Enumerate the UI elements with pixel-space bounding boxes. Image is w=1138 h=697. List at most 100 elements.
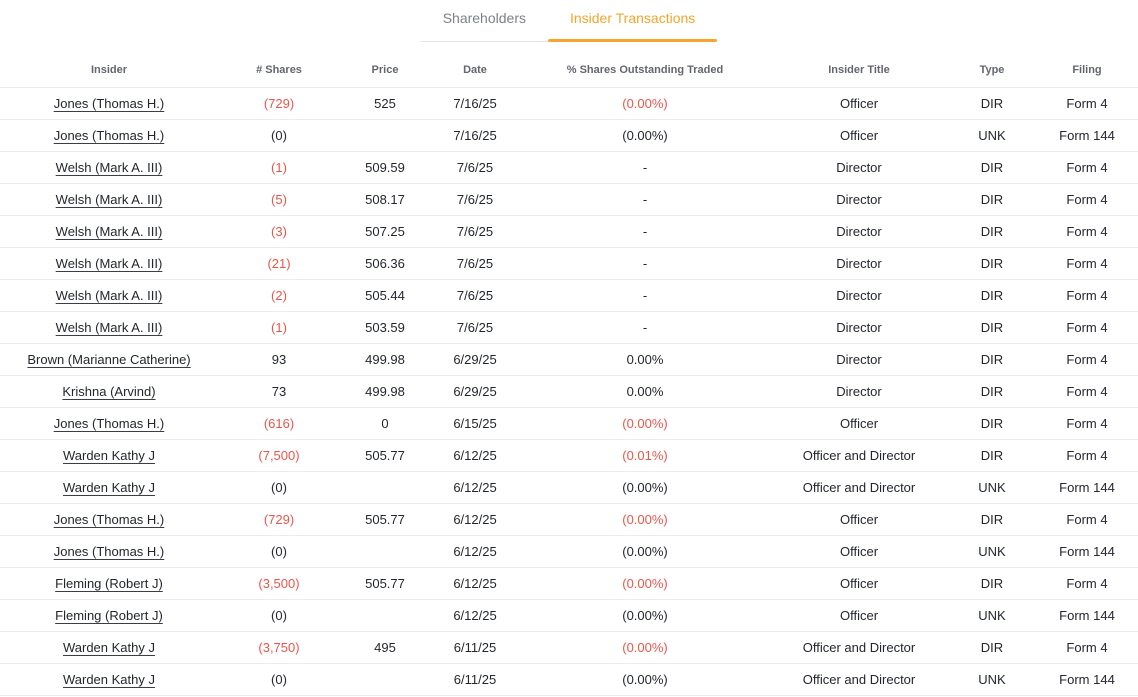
shares-cell: (2) [218,279,340,312]
type-cell: DIR [948,247,1036,280]
insider-link[interactable]: Welsh (Mark A. III) [55,159,163,175]
insider-title-cell: Director [770,279,948,312]
insider-title-cell: Director [770,183,948,216]
filing-cell: Form 144 [1036,119,1138,152]
insider-cell: Fleming (Robert J) [0,599,218,632]
shares-cell: (729) [218,87,340,120]
insider-link[interactable]: Jones (Thomas H.) [53,127,165,143]
insider-cell: Jones (Thomas H.) [0,503,218,536]
insider-link[interactable]: Warden Kathy J [62,447,155,463]
insider-title-cell: Officer [770,407,948,440]
pct-traded-cell: - [520,183,770,216]
filing-cell: Form 4 [1036,279,1138,312]
insider-link[interactable]: Welsh (Mark A. III) [55,287,163,303]
date-cell: 7/16/25 [430,87,520,120]
table-row: Welsh (Mark A. III) (1) 509.59 7/6/25 - … [0,151,1138,184]
table-row: Jones (Thomas H.) (729) 525 7/16/25 (0.0… [0,87,1138,120]
col-header-shares: # Shares [218,54,340,88]
insider-cell: Welsh (Mark A. III) [0,215,218,248]
price-cell [340,471,430,504]
shares-cell: (729) [218,503,340,536]
date-cell: 6/12/25 [430,567,520,600]
table-row: Welsh (Mark A. III) (1) 503.59 7/6/25 - … [0,311,1138,344]
insider-link[interactable]: Brown (Marianne Catherine) [27,351,191,367]
date-cell: 7/6/25 [430,215,520,248]
table-row: Welsh (Mark A. III) (3) 507.25 7/6/25 - … [0,215,1138,248]
insider-link[interactable]: Warden Kathy J [62,671,155,687]
insider-title-cell: Officer [770,87,948,120]
pct-traded-cell: - [520,247,770,280]
shares-cell: 93 [218,343,340,376]
date-cell: 6/12/25 [430,599,520,632]
insider-link[interactable]: Fleming (Robert J) [55,607,163,623]
price-cell: 525 [340,87,430,120]
price-cell: 506.36 [340,247,430,280]
shares-cell: (1) [218,151,340,184]
pct-traded-cell: - [520,279,770,312]
insider-title-cell: Director [770,151,948,184]
insider-link[interactable]: Fleming (Robert J) [55,575,163,591]
col-header-type: Type [948,54,1036,88]
filing-cell: Form 4 [1036,503,1138,536]
insider-link[interactable]: Jones (Thomas H.) [53,415,165,431]
insider-title-cell: Officer and Director [770,663,948,696]
price-cell: 505.77 [340,503,430,536]
pct-traded-cell: (0.00%) [520,87,770,120]
insider-title-cell: Director [770,311,948,344]
date-cell: 6/11/25 [430,631,520,664]
table-row: Jones (Thomas H.) (0) 7/16/25 (0.00%) Of… [0,119,1138,152]
insider-title-cell: Director [770,343,948,376]
filing-cell: Form 4 [1036,343,1138,376]
date-cell: 6/12/25 [430,535,520,568]
insider-title-cell: Officer and Director [770,439,948,472]
pct-traded-cell: (0.00%) [520,631,770,664]
price-cell: 507.25 [340,215,430,248]
tab-shareholders[interactable]: Shareholders [420,4,549,42]
price-cell: 499.98 [340,375,430,408]
insider-title-cell: Officer and Director [770,631,948,664]
date-cell: 7/6/25 [430,183,520,216]
shares-cell: (0) [218,535,340,568]
date-cell: 6/29/25 [430,343,520,376]
price-cell [340,535,430,568]
price-cell: 499.98 [340,343,430,376]
type-cell: DIR [948,343,1036,376]
filing-cell: Form 4 [1036,87,1138,120]
insider-link[interactable]: Krishna (Arvind) [62,383,156,399]
tab-insider-transactions[interactable]: Insider Transactions [547,4,718,42]
insider-title-cell: Officer and Director [770,471,948,504]
insider-link[interactable]: Warden Kathy J [62,479,155,495]
pct-traded-cell: (0.01%) [520,439,770,472]
shares-cell: (5) [218,183,340,216]
filing-cell: Form 4 [1036,375,1138,408]
price-cell: 505.77 [340,439,430,472]
filing-cell: Form 4 [1036,151,1138,184]
date-cell: 6/15/25 [430,407,520,440]
filing-cell: Form 4 [1036,439,1138,472]
insider-cell: Krishna (Arvind) [0,375,218,408]
insider-link[interactable]: Welsh (Mark A. III) [55,255,163,271]
date-cell: 7/6/25 [430,151,520,184]
insider-link[interactable]: Jones (Thomas H.) [53,95,165,111]
type-cell: UNK [948,535,1036,568]
insider-link[interactable]: Warden Kathy J [62,639,155,655]
shares-cell: (0) [218,663,340,696]
insider-cell: Jones (Thomas H.) [0,119,218,152]
insider-link[interactable]: Welsh (Mark A. III) [55,223,163,239]
insider-cell: Brown (Marianne Catherine) [0,343,218,376]
type-cell: UNK [948,119,1036,152]
insider-cell: Warden Kathy J [0,471,218,504]
date-cell: 7/6/25 [430,311,520,344]
type-cell: DIR [948,375,1036,408]
insider-link[interactable]: Jones (Thomas H.) [53,543,165,559]
insider-link[interactable]: Welsh (Mark A. III) [55,191,163,207]
date-cell: 6/12/25 [430,439,520,472]
filing-cell: Form 144 [1036,599,1138,632]
filing-cell: Form 4 [1036,247,1138,280]
insider-link[interactable]: Jones (Thomas H.) [53,511,165,527]
insider-link[interactable]: Welsh (Mark A. III) [55,319,163,335]
filing-cell: Form 144 [1036,471,1138,504]
price-cell: 495 [340,631,430,664]
pct-traded-cell: (0.00%) [520,567,770,600]
insider-title-cell: Director [770,215,948,248]
